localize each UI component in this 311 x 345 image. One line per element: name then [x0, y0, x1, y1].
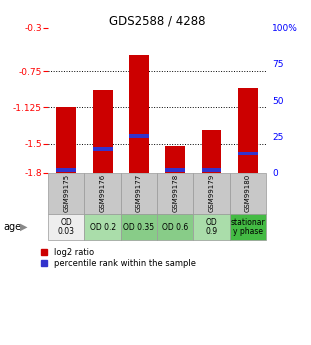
- Text: GSM99176: GSM99176: [100, 174, 106, 213]
- Bar: [56, 107, 76, 173]
- Bar: [157, 214, 193, 240]
- Bar: [193, 214, 230, 240]
- Text: GSM99178: GSM99178: [172, 174, 178, 213]
- Bar: [230, 173, 266, 214]
- Bar: [48, 214, 85, 240]
- Bar: [238, 151, 258, 155]
- Text: OD
0.03: OD 0.03: [58, 218, 75, 236]
- Text: GSM99179: GSM99179: [208, 174, 215, 213]
- Text: OD
0.9: OD 0.9: [206, 218, 217, 236]
- Text: OD 0.35: OD 0.35: [123, 223, 155, 231]
- Bar: [202, 168, 221, 172]
- Text: GSM99177: GSM99177: [136, 174, 142, 213]
- Bar: [85, 173, 121, 214]
- Bar: [56, 168, 76, 172]
- Bar: [230, 214, 266, 240]
- Bar: [238, 88, 258, 173]
- Text: GSM99175: GSM99175: [63, 174, 69, 212]
- Bar: [48, 173, 85, 214]
- Text: GSM99180: GSM99180: [245, 174, 251, 213]
- Text: OD 0.2: OD 0.2: [90, 223, 116, 231]
- Title: GDS2588 / 4288: GDS2588 / 4288: [109, 14, 205, 28]
- Text: stationar
y phase: stationar y phase: [230, 218, 265, 236]
- Bar: [165, 146, 185, 173]
- Text: ▶: ▶: [20, 222, 28, 232]
- Bar: [202, 130, 221, 173]
- Bar: [129, 134, 149, 138]
- Bar: [129, 55, 149, 173]
- Bar: [121, 214, 157, 240]
- Bar: [93, 90, 113, 173]
- Bar: [121, 173, 157, 214]
- Bar: [193, 173, 230, 214]
- Bar: [165, 168, 185, 172]
- Bar: [157, 173, 193, 214]
- Bar: [85, 214, 121, 240]
- Legend: log2 ratio, percentile rank within the sample: log2 ratio, percentile rank within the s…: [41, 248, 196, 268]
- Text: OD 0.6: OD 0.6: [162, 223, 188, 231]
- Bar: [93, 147, 113, 151]
- Text: age: age: [3, 222, 21, 232]
